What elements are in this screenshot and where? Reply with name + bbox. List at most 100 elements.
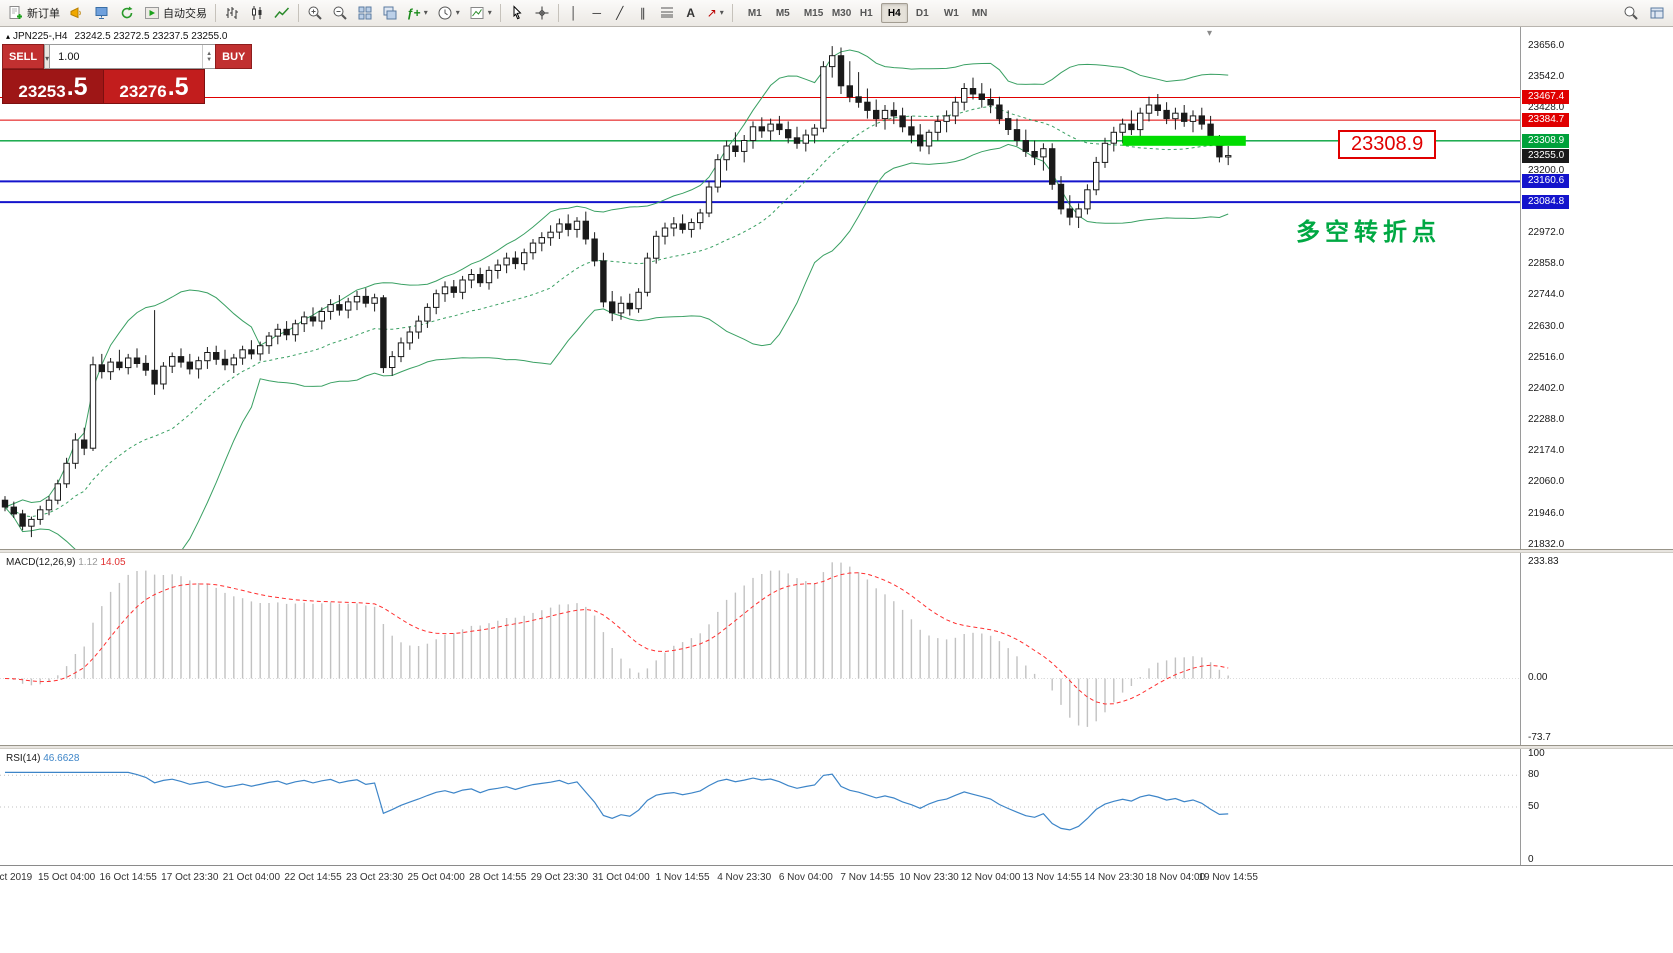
- timeframe-mn-button[interactable]: MN: [965, 3, 992, 23]
- symbol-marker-icon: ▴: [6, 32, 11, 41]
- price-axis-label: 22516.0: [1528, 351, 1565, 363]
- price-axis-label: 22858.0: [1528, 258, 1565, 270]
- zoom-in-button[interactable]: [303, 2, 327, 24]
- timeframe-h1-button[interactable]: H1: [853, 3, 880, 23]
- crosshair-button[interactable]: [530, 2, 554, 24]
- terminal-icon: [95, 7, 108, 19]
- fibonacci-tool-button[interactable]: [655, 2, 679, 24]
- toolbar-separator: [499, 4, 501, 22]
- line-chart-icon: [274, 7, 290, 18]
- rsi-panel[interactable]: [0, 749, 1520, 865]
- periods-button[interactable]: ▾: [433, 2, 464, 24]
- panel-separator[interactable]: [0, 549, 1673, 553]
- new-order-icon: [9, 6, 22, 19]
- timeframe-h4-button[interactable]: H4: [880, 3, 908, 23]
- bar-chart-button[interactable]: [220, 2, 244, 24]
- macd-value-main: 1.12: [78, 557, 98, 568]
- timeframe-m1-button[interactable]: M1: [741, 3, 768, 23]
- zoom-in-icon: [308, 6, 322, 20]
- trendline-tool-button[interactable]: ╱: [609, 2, 631, 24]
- timeframe-m5-button[interactable]: M5: [769, 3, 796, 23]
- clock-icon: [438, 6, 452, 20]
- macd-axis-label: -73.7: [1528, 732, 1551, 743]
- time-axis-border: [0, 865, 1673, 866]
- new-order-label: 新订单: [27, 8, 60, 20]
- zoom-out-button[interactable]: [328, 2, 352, 24]
- tile-windows-button[interactable]: [353, 2, 377, 24]
- macd-panel[interactable]: [0, 553, 1520, 745]
- volume-box: ▲ ▼: [50, 44, 216, 69]
- refresh-button[interactable]: [115, 2, 139, 24]
- new-order-button[interactable]: 新订单: [4, 2, 64, 24]
- toolbar: 新订单 自动交易: [0, 0, 1673, 27]
- cascade-windows-icon: [383, 6, 397, 20]
- auto-trading-icon: [145, 7, 159, 19]
- layout-button[interactable]: [1645, 2, 1669, 24]
- price-chart[interactable]: [0, 27, 1520, 550]
- time-axis-label: 10 Nov 23:30: [899, 872, 959, 883]
- price-tag: 23467.4: [1522, 90, 1570, 105]
- search-icon: [1624, 6, 1638, 20]
- auto-trading-button[interactable]: 自动交易: [140, 2, 211, 24]
- price-tag: 23255.0: [1522, 148, 1570, 163]
- panel-separator[interactable]: [0, 745, 1673, 749]
- horizontal-line-tool-button[interactable]: ─: [586, 2, 608, 24]
- horizontal-line-icon: ─: [592, 6, 601, 20]
- price-axis-label: 22972.0: [1528, 226, 1565, 238]
- text-tool-button[interactable]: A: [680, 2, 702, 24]
- price-axis-label: 23200.0: [1528, 164, 1565, 176]
- terminal-button[interactable]: [90, 2, 114, 24]
- vertical-line-tool-button[interactable]: │: [563, 2, 585, 24]
- buy-price[interactable]: 23276.5: [103, 69, 205, 104]
- chart-ohlc-header: ▴ JPN225-,H4 23242.5 23272.5 23237.5 23255…: [6, 31, 227, 42]
- timeframe-m15-button[interactable]: M15: [797, 3, 824, 23]
- time-axis-label: 4 Nov 23:30: [717, 872, 772, 883]
- volume-preset-dropdown[interactable]: ▾: [44, 44, 51, 69]
- volume-input[interactable]: [50, 45, 203, 68]
- volume-down-button[interactable]: ▼: [206, 56, 213, 63]
- arrows-tool-button[interactable]: ↗ ▾: [703, 2, 728, 24]
- horn-button[interactable]: [65, 2, 89, 24]
- bar-chart-icon: [226, 7, 238, 19]
- sell-price[interactable]: 23253.5: [2, 69, 103, 104]
- volume-up-button[interactable]: ▲: [206, 50, 213, 57]
- price-axis-label: 21832.0: [1528, 538, 1565, 550]
- time-axis-label: 28 Oct 14:55: [469, 872, 527, 883]
- time-axis-label: 12 Nov 04:00: [960, 872, 1021, 883]
- chart-shift-marker[interactable]: ▾: [1207, 28, 1213, 39]
- template-button[interactable]: ▾: [465, 2, 496, 24]
- line-chart-button[interactable]: [270, 2, 294, 24]
- sell-button[interactable]: SELL: [2, 44, 45, 69]
- time-axis-label: 13 Nov 14:55: [1022, 872, 1082, 883]
- cursor-button[interactable]: [505, 2, 529, 24]
- chevron-down-icon: ▾: [45, 54, 50, 63]
- buy-price-main: 23276: [119, 82, 167, 101]
- chart-symbol: JPN225-,H4: [13, 31, 68, 42]
- toolbar-right-group: [1619, 2, 1669, 24]
- time-axis-label: 29 Oct 23:30: [530, 872, 589, 883]
- time-axis-label: 25 Oct 04:00: [407, 872, 465, 883]
- search-button[interactable]: [1619, 2, 1643, 24]
- timeframe-w1-button[interactable]: W1: [937, 3, 964, 23]
- indicators-icon: ƒ+: [407, 6, 421, 20]
- time-axis-label: 15 Oct 04:00: [37, 872, 96, 883]
- timeframe-group: M1 M5 M15 M30 H1 H4 D1 W1 MN: [741, 3, 992, 23]
- candlestick-chart-button[interactable]: [245, 2, 269, 24]
- macd-value-signal: 14.05: [100, 557, 126, 568]
- indicators-button[interactable]: ƒ+ ▾: [403, 2, 432, 24]
- candlestick-chart-icon: [252, 6, 262, 20]
- channel-tool-button[interactable]: ∥: [632, 2, 654, 24]
- price-axis-border: [1520, 27, 1521, 865]
- time-axis-label: 7 Nov 14:55: [840, 872, 895, 883]
- buy-button[interactable]: BUY: [215, 44, 253, 69]
- price-axis-label: 22174.0: [1528, 445, 1565, 457]
- price-axis-label: 23542.0: [1528, 71, 1565, 83]
- timeframe-d1-button[interactable]: D1: [909, 3, 936, 23]
- sell-price-main: 23253: [18, 82, 66, 101]
- time-axis-label: 6 Nov 04:00: [778, 872, 833, 883]
- timeframe-m30-button[interactable]: M30: [825, 3, 852, 23]
- tile-windows-icon: [358, 6, 372, 20]
- price-tag: 23308.9: [1522, 133, 1570, 148]
- cascade-windows-button[interactable]: [378, 2, 402, 24]
